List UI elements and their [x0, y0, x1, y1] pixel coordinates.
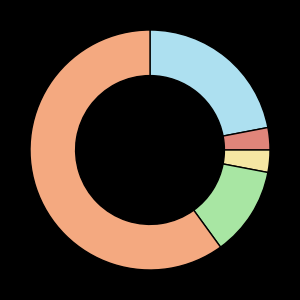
Wedge shape: [30, 30, 220, 270]
Wedge shape: [223, 128, 270, 150]
Wedge shape: [150, 30, 268, 136]
Wedge shape: [194, 164, 268, 247]
Wedge shape: [223, 150, 270, 172]
